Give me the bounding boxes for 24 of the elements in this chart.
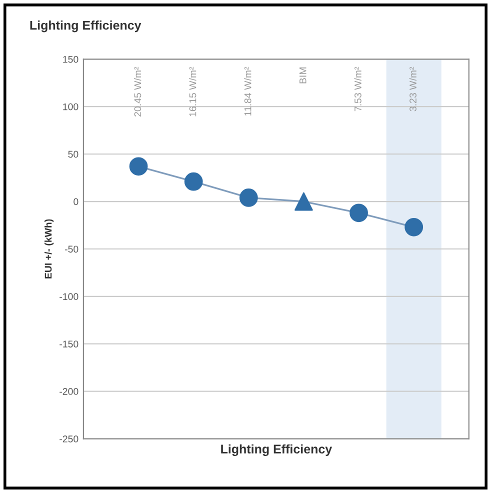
point (404, 218, 424, 236)
x-tick-label: BIM (300, 68, 306, 84)
x-tick-label: 7.53 W/m² (354, 66, 362, 112)
y-tick-label: 100 (63, 103, 78, 110)
point (184, 172, 203, 191)
y-tick-label: -150 (60, 340, 78, 348)
point (294, 192, 313, 211)
text: Lighting Efficiency (221, 444, 332, 456)
x-tick-label: 16.15 W/m² (189, 66, 196, 116)
x-axis-title: Lighting Efficiency (30, 20, 142, 32)
y-axis-title: EUI +/- (kWh) (44, 219, 54, 278)
y-tick-label: -200 (60, 388, 78, 395)
y-tick-label: -250 (60, 436, 78, 442)
point (350, 204, 368, 222)
x-tick-label: 3.23 W/m² (409, 66, 416, 112)
y-tick-label: 50 (68, 150, 78, 158)
point (129, 157, 148, 176)
y-tick-label: -100 (60, 293, 78, 300)
y-tick-label: 0 (74, 198, 78, 206)
x-tick-label: 20.45 W/m² (134, 66, 142, 117)
point (239, 188, 258, 207)
y-tick-label: 150 (63, 56, 78, 63)
y-tick-label: -50 (64, 246, 78, 253)
x-tick-label: 11.84 W/m² (244, 66, 252, 116)
